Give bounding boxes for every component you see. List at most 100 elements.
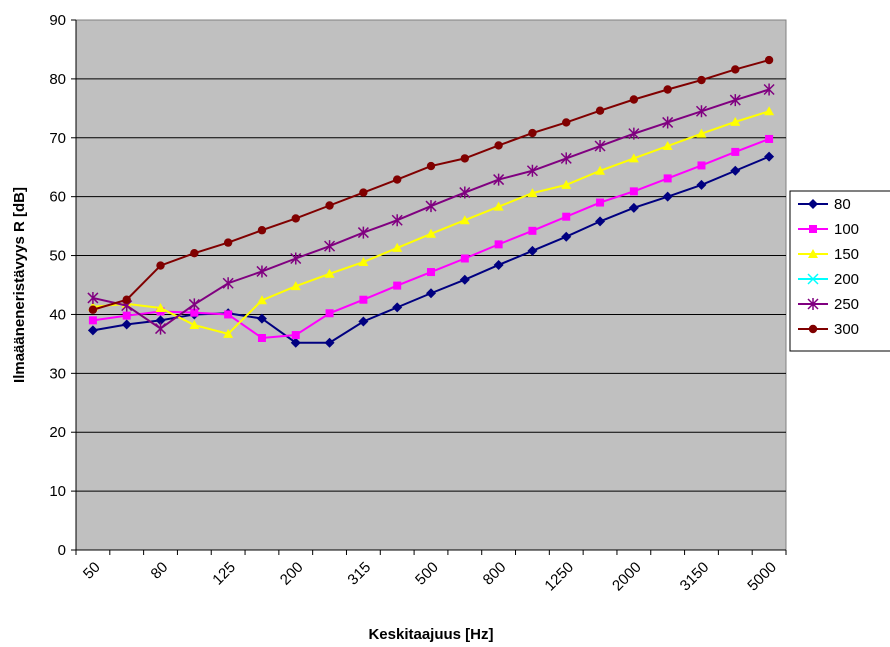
legend-item-300: 300 [798,321,859,338]
data-point-100 [393,281,402,290]
data-point-150 [459,215,470,225]
data-point-250 [87,291,99,304]
data-point-100 [562,212,571,221]
y-tick-label: 20 [49,424,66,441]
y-tick-label: 0 [58,542,66,559]
data-point-250 [459,186,471,199]
data-point-300 [595,106,605,115]
data-point-250 [594,140,606,153]
data-point-80 [358,316,369,327]
x-axis-title: Keskitaajuus [Hz] [368,626,493,643]
data-point-150 [392,242,403,252]
legend-label: 200 [834,271,859,288]
y-tick-label: 80 [49,71,66,88]
x-tick-label: 315 [344,559,374,589]
data-point-100 [224,310,233,319]
legend-label: 250 [834,296,859,313]
data-point-300 [731,65,740,74]
data-point-80 [459,274,470,285]
x-tick-label: 800 [480,559,510,589]
legend: 80 100 150 200 250 300 [789,190,890,352]
legend-swatch-marker [807,273,819,285]
data-point-300 [697,75,706,85]
legend-item-150: 150 [798,246,859,263]
series-100 [88,134,774,342]
axes [71,19,787,555]
data-point-250 [526,164,538,177]
data-point-100 [528,226,537,235]
data-point-250 [357,226,369,239]
data-point-80 [392,302,403,313]
data-point-250 [222,277,234,290]
data-point-80 [527,245,538,256]
data-point-300 [528,128,537,138]
data-point-100 [596,198,605,207]
data-point-300 [122,295,131,304]
data-point-80 [764,151,775,162]
data-point-300 [291,214,300,223]
x-tick-label: 1250 [541,559,577,595]
legend-label: 150 [834,246,859,263]
legend-label: 300 [834,321,859,338]
data-point-100 [427,268,435,277]
data-point-300 [88,305,98,314]
data-point-300 [494,141,503,150]
data-point-250 [256,265,268,278]
data-point-80 [493,259,504,270]
data-point-150 [256,295,267,305]
data-point-150 [189,320,200,330]
x-tick-label: 2000 [609,559,645,595]
data-point-100 [663,174,672,183]
x-tick-label: 80 [148,559,172,583]
data-point-80 [324,337,335,348]
data-point-100 [190,308,199,317]
data-point-100 [88,316,97,325]
x-tick-label: 200 [277,559,307,589]
data-point-300 [764,55,774,65]
data-point-80 [290,337,301,348]
legend-label: 100 [834,221,859,238]
data-point-80 [730,165,741,176]
data-point-250 [391,214,403,227]
data-point-100 [291,331,300,340]
y-tick-label: 90 [49,12,66,29]
data-point-250 [763,83,775,96]
data-point-300 [663,85,672,94]
data-point-100 [494,240,503,249]
data-point-150 [527,188,538,198]
data-point-300 [392,175,402,184]
data-point-150 [493,201,504,211]
data-point-250 [324,240,336,253]
data-point-300 [325,201,334,210]
data-point-300 [190,249,199,258]
y-tick-label: 70 [49,130,66,147]
data-point-250 [493,173,505,186]
data-point-150 [426,228,436,238]
series-250 [87,83,775,335]
series-group [87,55,775,348]
data-point-250 [662,116,674,129]
data-point-80 [256,313,267,324]
data-point-250 [560,152,572,165]
data-point-150 [358,257,369,267]
x-tick-label: 125 [209,559,239,589]
y-axis-title: Ilmaääneneristävyys R [dB] [11,187,28,383]
data-point-300 [223,238,233,247]
data-point-150 [595,165,606,175]
data-point-300 [359,188,368,197]
y-tick-label: 60 [49,189,66,206]
data-point-150 [662,141,673,151]
data-point-150 [730,116,741,126]
legend-swatch-marker [807,298,819,310]
legend-item-200: 200 [798,271,859,288]
data-point-300 [562,118,571,127]
data-point-100 [460,254,469,263]
data-point-80 [426,288,436,299]
legend-item-250: 250 [798,296,859,313]
data-point-150 [561,179,572,189]
data-point-100 [359,295,368,304]
legend-box [789,190,890,352]
data-point-300 [156,261,165,270]
data-point-100 [765,134,774,143]
data-point-300 [629,95,639,104]
